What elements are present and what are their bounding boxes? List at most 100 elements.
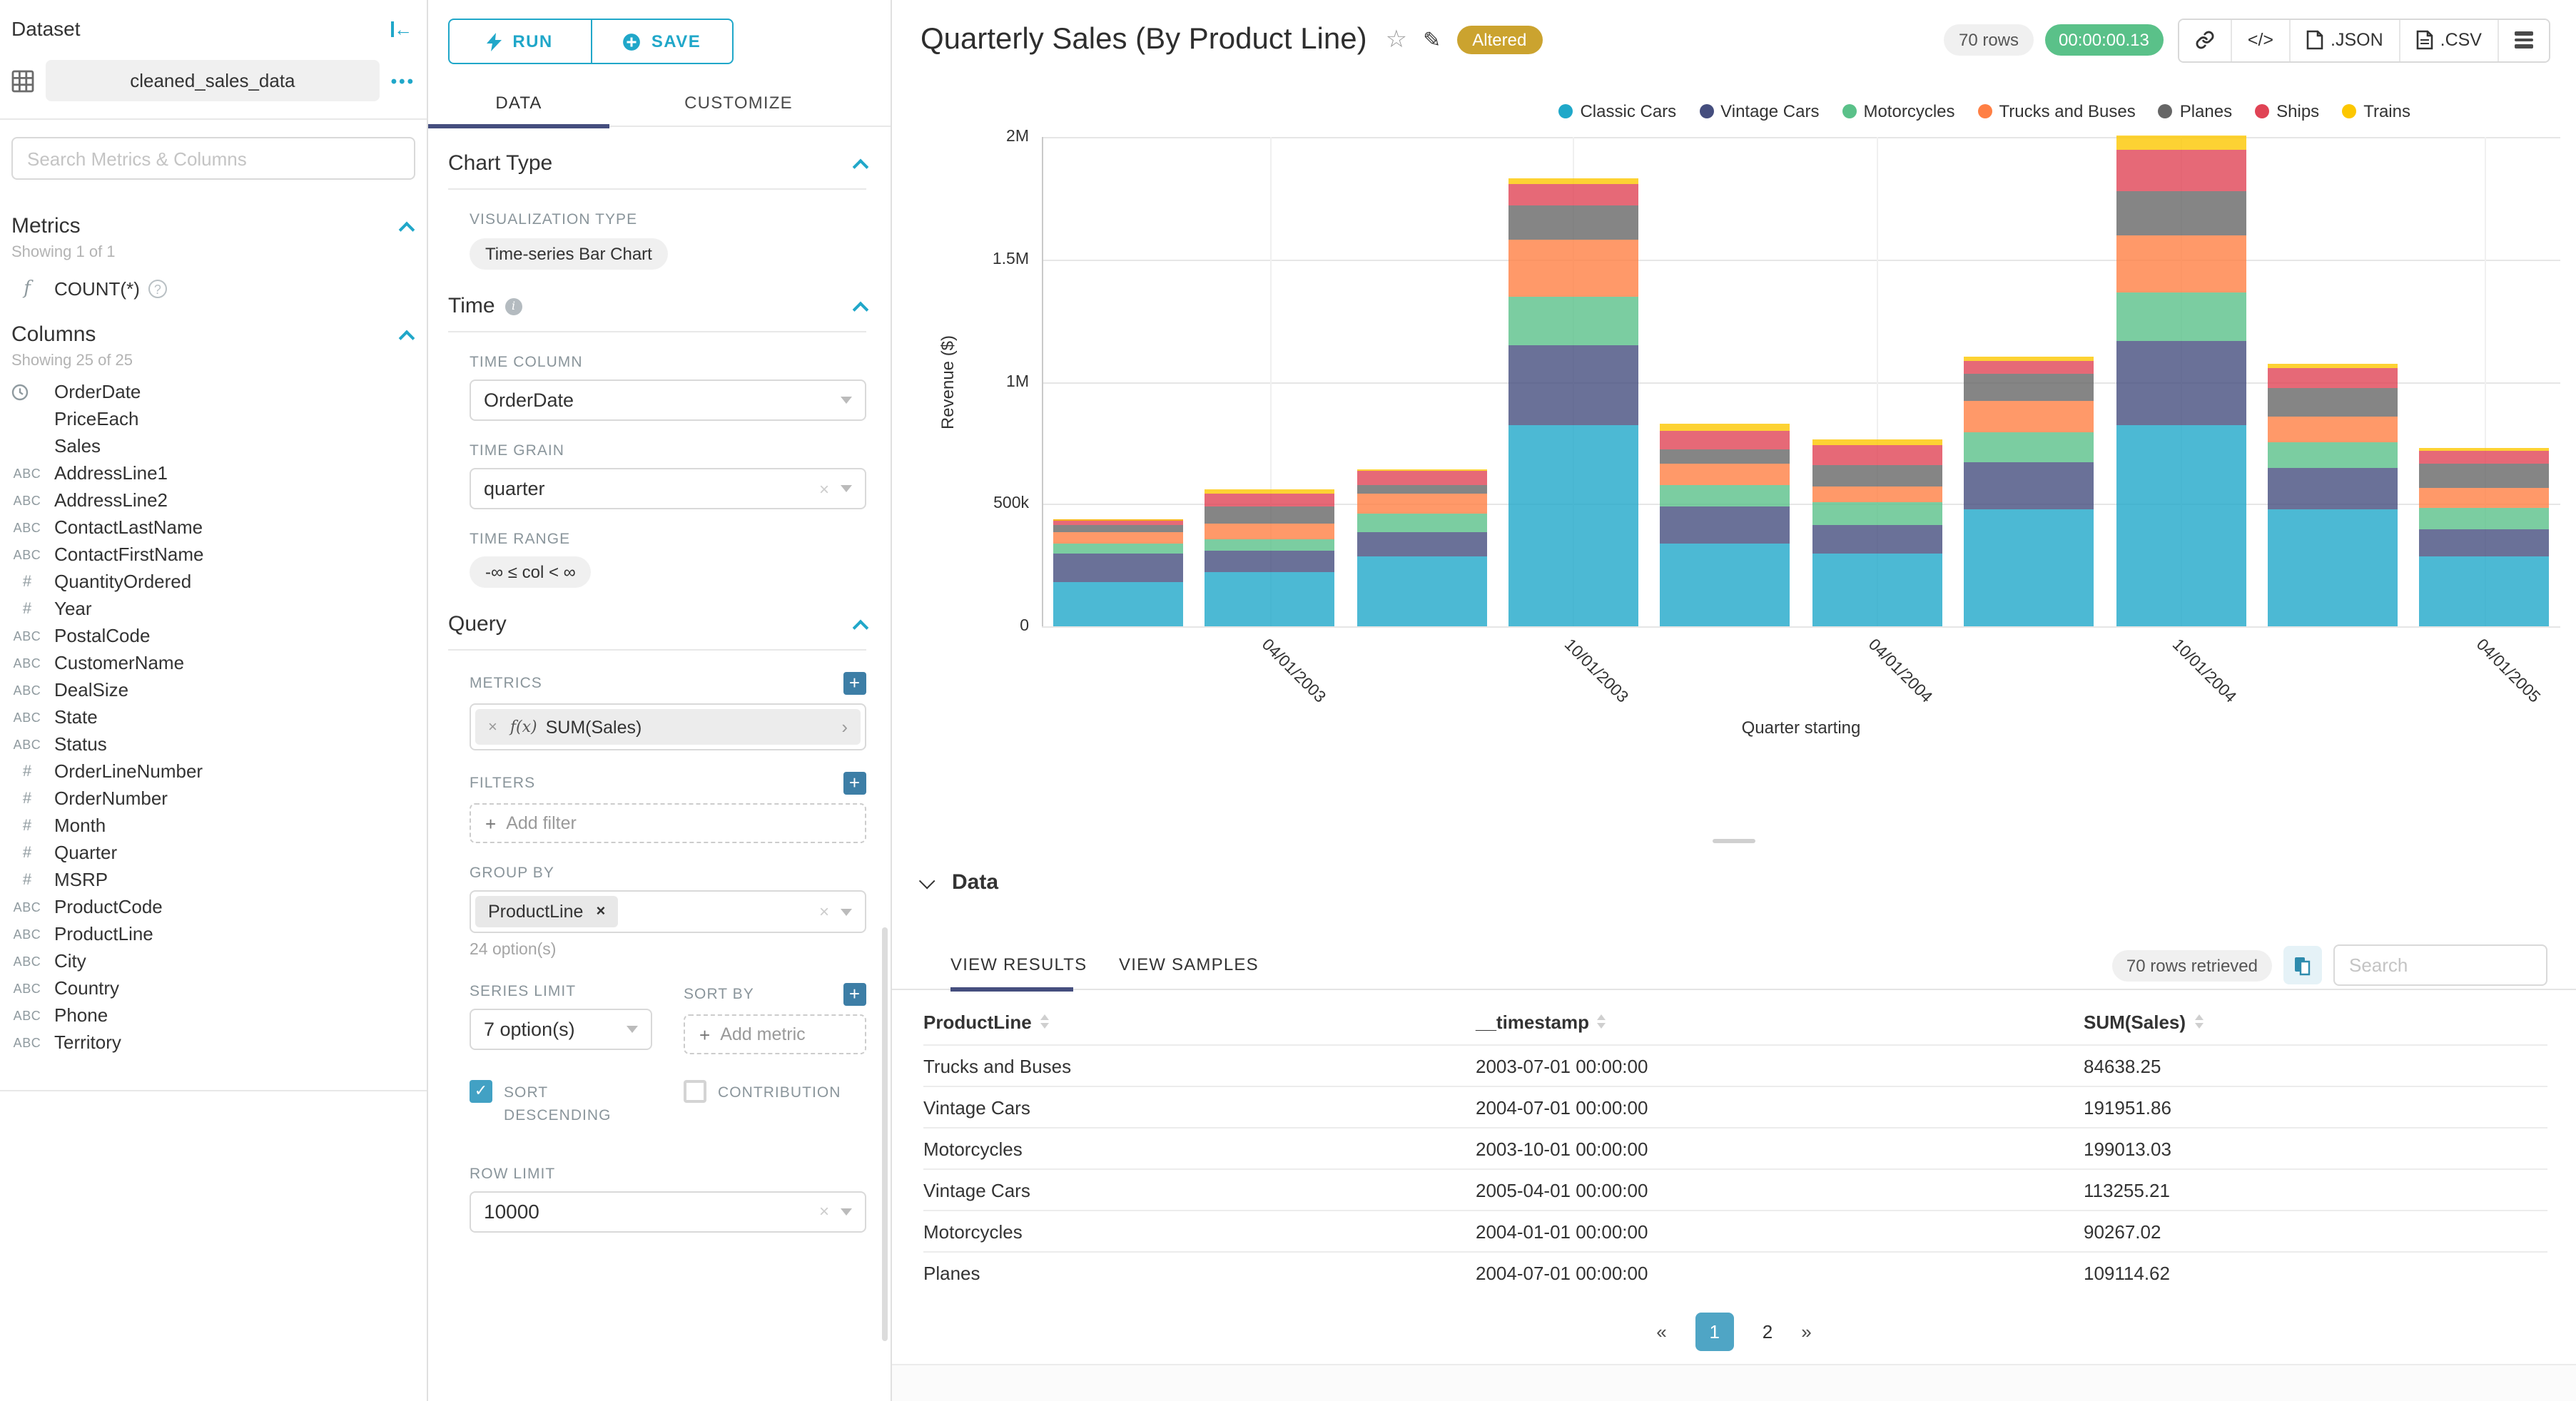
favorite-star-icon[interactable]: ☆ [1385,26,1408,53]
bar-segment[interactable] [1660,484,1790,506]
pagination-page-2[interactable]: 2 [1762,1321,1773,1343]
bar-segment[interactable] [1357,469,1486,472]
stacked-bar[interactable] [1053,519,1183,626]
visualization-type-value[interactable]: Time-series Bar Chart [470,238,668,270]
column-header[interactable]: SUM(Sales) [2084,1011,2204,1032]
chevron-up-icon[interactable] [398,330,415,347]
bar-segment[interactable] [1812,439,1942,446]
bar-segment[interactable] [1508,240,1638,297]
table-search-input[interactable] [2333,944,2547,986]
legend-item[interactable]: Motorcycles [1842,101,1955,121]
bar-segment[interactable] [1964,360,2094,375]
metric-item[interactable]: f COUNT(*) ? [0,261,427,314]
bar-segment[interactable] [2419,529,2550,557]
bar-segment[interactable] [2116,190,2246,235]
table-row[interactable]: Vintage Cars 2005-04-01 00:00:00 113255.21 [923,1168,2547,1210]
legend-item[interactable]: Trucks and Buses [1977,101,2136,121]
bar-segment[interactable] [2267,417,2398,442]
chevron-up-icon[interactable] [398,221,415,238]
search-metrics-columns-input[interactable] [11,137,415,180]
checkbox-checked-icon[interactable]: ✓ [470,1080,492,1103]
stacked-bar[interactable] [1660,423,1790,626]
dataset-name[interactable]: cleaned_sales_data [46,60,380,101]
column-item[interactable]: ABC Territory [0,1029,427,1056]
bar-segment[interactable] [1053,519,1183,520]
column-item[interactable]: ABC Phone [0,1002,427,1029]
bar-segment[interactable] [2419,556,2550,626]
bar-segment[interactable] [1357,514,1486,532]
add-filter-dropzone[interactable]: + Add filter [470,803,866,843]
column-item[interactable]: ABC PostalCode [0,622,427,649]
bar-segment[interactable] [1660,423,1790,431]
column-item[interactable]: OrderDate [0,378,427,405]
stacked-bar[interactable] [2116,136,2246,626]
chevron-up-icon[interactable] [852,158,869,175]
column-item[interactable]: ABC City [0,947,427,974]
bar-segment[interactable] [1053,519,1183,525]
column-item[interactable]: ABC ContactLastName [0,514,427,541]
bar-segment[interactable] [2267,509,2398,626]
column-item[interactable]: ABC AddressLine2 [0,486,427,514]
row-limit-select[interactable]: 10000 × [470,1191,866,1233]
table-row[interactable]: Vintage Cars 2004-07-01 00:00:00 191951.86 [923,1086,2547,1127]
collapse-data-chevron-icon[interactable] [918,872,935,889]
collapse-sidebar-icon[interactable]: ← [391,18,412,39]
bar-segment[interactable] [2116,235,2246,292]
add-sort-metric-dropzone[interactable]: + Add metric [684,1014,866,1054]
bar-segment[interactable] [1205,572,1335,626]
column-item[interactable]: # Quarter [0,839,427,866]
bar-segment[interactable] [1812,554,1942,626]
legend-item[interactable]: Trains [2342,101,2410,121]
column-item[interactable]: ABC CustomerName [0,649,427,676]
column-item[interactable]: ABC State [0,703,427,730]
save-button[interactable]: SAVE [590,19,734,64]
bar-segment[interactable] [1205,550,1335,573]
column-item[interactable]: # QuantityOrdered [0,568,427,595]
bar-segment[interactable] [1508,205,1638,240]
bar-segment[interactable] [2267,467,2398,509]
column-item[interactable]: # Year [0,595,427,622]
dataset-options-icon[interactable]: ••• [390,71,415,91]
bar-segment[interactable] [2419,464,2550,489]
panel-resize-handle[interactable] [1713,839,1755,843]
bar-segment[interactable] [1508,183,1638,206]
column-item[interactable]: # Month [0,812,427,839]
chevron-up-icon[interactable] [852,301,869,318]
tab-view-samples[interactable]: VIEW SAMPLES [1119,954,1259,974]
pagination-page-1[interactable]: 1 [1695,1313,1734,1351]
copy-data-button[interactable] [2283,946,2322,984]
column-item[interactable]: # MSRP [0,866,427,893]
bar-segment[interactable] [1357,531,1486,557]
export-csv-button[interactable]: .CSV [2398,19,2498,61]
stacked-bar[interactable] [2419,448,2550,626]
time-grain-select[interactable]: quarter × [470,468,866,509]
pagination-next[interactable]: » [1801,1321,1812,1343]
pagination-prev[interactable]: « [1656,1321,1667,1343]
bar-segment[interactable] [2116,425,2246,626]
tab-customize[interactable]: CUSTOMIZE [684,93,793,113]
bar-segment[interactable] [2419,488,2550,509]
column-item[interactable]: ABC Country [0,974,427,1002]
embed-code-button[interactable]: </> [2230,19,2289,61]
export-json-button[interactable]: .JSON [2289,19,2399,61]
bar-segment[interactable] [1508,345,1638,426]
tab-data[interactable]: DATA [495,93,542,113]
stacked-bar[interactable] [2267,363,2398,626]
contribution-checkbox[interactable]: CONTRIBUTION [684,1080,866,1128]
table-row[interactable]: Motorcycles 2003-10-01 00:00:00 199013.03 [923,1127,2547,1168]
legend-item[interactable]: Planes [2158,101,2232,121]
remove-chip-icon[interactable]: × [596,903,606,920]
bar-segment[interactable] [1812,524,1942,554]
stacked-bar[interactable] [1205,489,1335,626]
add-metric-button[interactable]: + [843,672,866,695]
stacked-bar[interactable] [1812,439,1942,626]
chevron-up-icon[interactable] [852,619,869,636]
column-item[interactable]: ABC ProductLine [0,920,427,947]
clear-icon[interactable]: × [818,902,829,922]
bar-segment[interactable] [1660,543,1790,626]
edit-title-icon[interactable]: ✎ [1423,29,1441,53]
bar-segment[interactable] [1660,430,1790,449]
metric-chip[interactable]: × f(x) SUM(Sales) › [475,709,861,745]
bar-segment[interactable] [1053,582,1183,626]
clear-icon[interactable]: × [818,479,829,499]
